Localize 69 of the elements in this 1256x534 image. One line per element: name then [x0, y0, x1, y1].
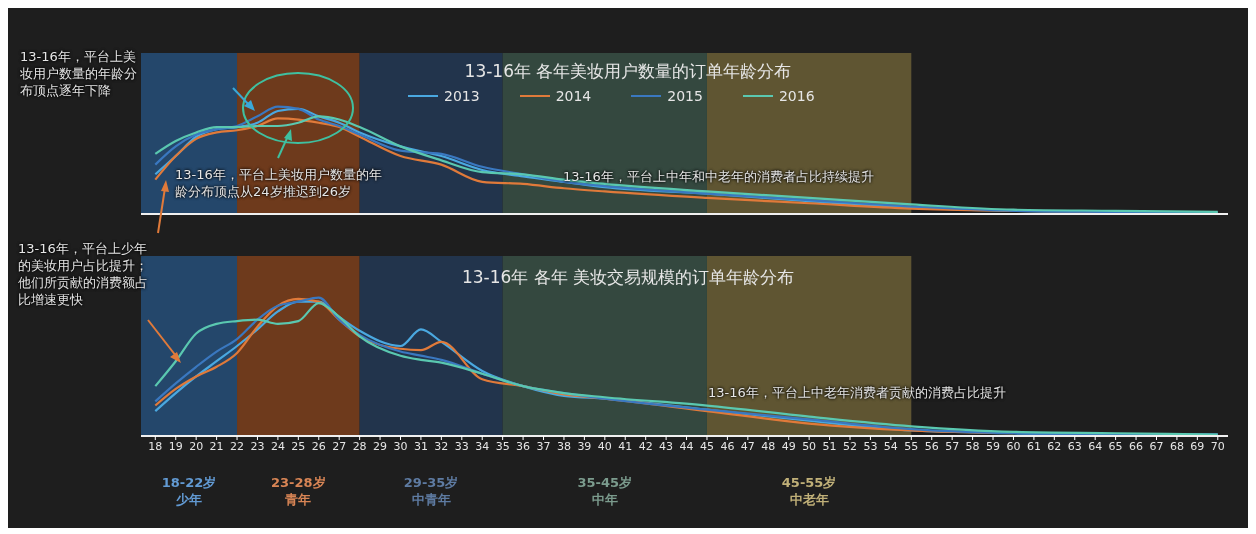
annotation: 13-16年，平台上中老年消费者贡献的消费占比提升 [708, 384, 1007, 401]
x-tick-label: 53 [863, 439, 878, 453]
x-tick-label: 44 [679, 439, 694, 453]
x-tick-label: 30 [393, 439, 408, 453]
x-tick-label: 56 [924, 439, 939, 453]
x-tick-label: 19 [168, 439, 183, 453]
x-tick-label: 67 [1149, 439, 1164, 453]
annotation: 13-16年，平台上少年的美妆用户占比提升；他们所贡献的消费额占比增速更快 [18, 240, 149, 308]
x-tick-label: 31 [413, 439, 428, 453]
x-tick-label: 58 [965, 439, 980, 453]
x-tick-label: 68 [1169, 439, 1184, 453]
x-tick-label: 61 [1026, 439, 1041, 453]
x-tick-label: 65 [1108, 439, 1123, 453]
x-tick-label: 18 [148, 439, 163, 453]
legend-label: 2015 [667, 88, 703, 104]
chart-title: 13-16年 各年 美妆交易规模的订单年龄分布 [460, 266, 796, 289]
x-tick-label: 69 [1190, 439, 1205, 453]
band-label: 23-28岁青年 [270, 474, 327, 508]
x-tick-label: 40 [597, 439, 612, 453]
band-label: 45-55岁中老年 [780, 474, 838, 508]
x-tick-label: 22 [230, 439, 245, 453]
x-tick-label: 48 [761, 439, 776, 453]
x-tick-label: 41 [618, 439, 633, 453]
x-tick-label: 70 [1210, 439, 1225, 453]
x-tick-label: 42 [638, 439, 653, 453]
legend-label: 2016 [778, 88, 815, 104]
x-tick-label: 32 [434, 439, 449, 453]
x-tick-label: 28 [352, 439, 367, 453]
x-tick-label: 21 [209, 439, 224, 453]
x-tick-label: 47 [740, 439, 755, 453]
legend-label: 2013 [444, 88, 480, 104]
band-label: 29-35岁中青年 [402, 474, 460, 508]
x-tick-label: 60 [1006, 439, 1021, 453]
x-tick-label: 20 [189, 439, 204, 453]
x-tick-label: 66 [1129, 439, 1144, 453]
x-tick-label: 36 [516, 439, 531, 453]
x-tick-label: 49 [781, 439, 796, 453]
x-tick-label: 29 [373, 439, 388, 453]
annotation: 13-16年，平台上中年和中老年的消费者占比持续提升 [563, 168, 875, 185]
x-tick-label: 63 [1067, 439, 1082, 453]
x-tick-label: 59 [986, 439, 1001, 453]
x-tick-label: 45 [699, 439, 714, 453]
band-label: 18-22岁少年 [160, 474, 218, 508]
x-tick-label: 24 [270, 439, 285, 453]
x-tick-label: 37 [536, 439, 551, 453]
legend-label: 2014 [555, 88, 592, 104]
x-tick-label: 55 [904, 439, 919, 453]
x-tick-label: 38 [556, 439, 571, 453]
band-label: 35-45岁中年 [576, 474, 634, 508]
x-tick-label: 54 [883, 439, 898, 453]
x-tick-label: 25 [291, 439, 306, 453]
x-tick-label: 51 [822, 439, 837, 453]
x-tick-label: 50 [802, 439, 817, 453]
chart-title: 13-16年 各年美妆用户数量的订单年龄分布 [463, 60, 793, 83]
annotation: 13-16年，平台上美妆用户数量的年龄分布顶点从24岁推迟到26岁 [175, 166, 383, 200]
x-tick-label: 46 [720, 439, 735, 453]
x-tick-label: 43 [659, 439, 674, 453]
x-tick-label: 26 [311, 439, 326, 453]
x-tick-label: 27 [332, 439, 347, 453]
text: 13-16年，平台上美妆用户数量的年龄分布顶点逐年下降 [20, 48, 138, 99]
x-tick-label: 57 [945, 439, 960, 453]
x-tick-label: 34 [475, 439, 490, 453]
x-tick-label: 23 [250, 439, 265, 453]
x-tick-label: 62 [1047, 439, 1062, 453]
x-tick-label: 35 [495, 439, 510, 453]
x-tick-label: 33 [454, 439, 469, 453]
x-tick-label: 39 [577, 439, 592, 453]
x-tick-label: 64 [1088, 439, 1103, 453]
x-tick-label: 52 [843, 439, 857, 453]
